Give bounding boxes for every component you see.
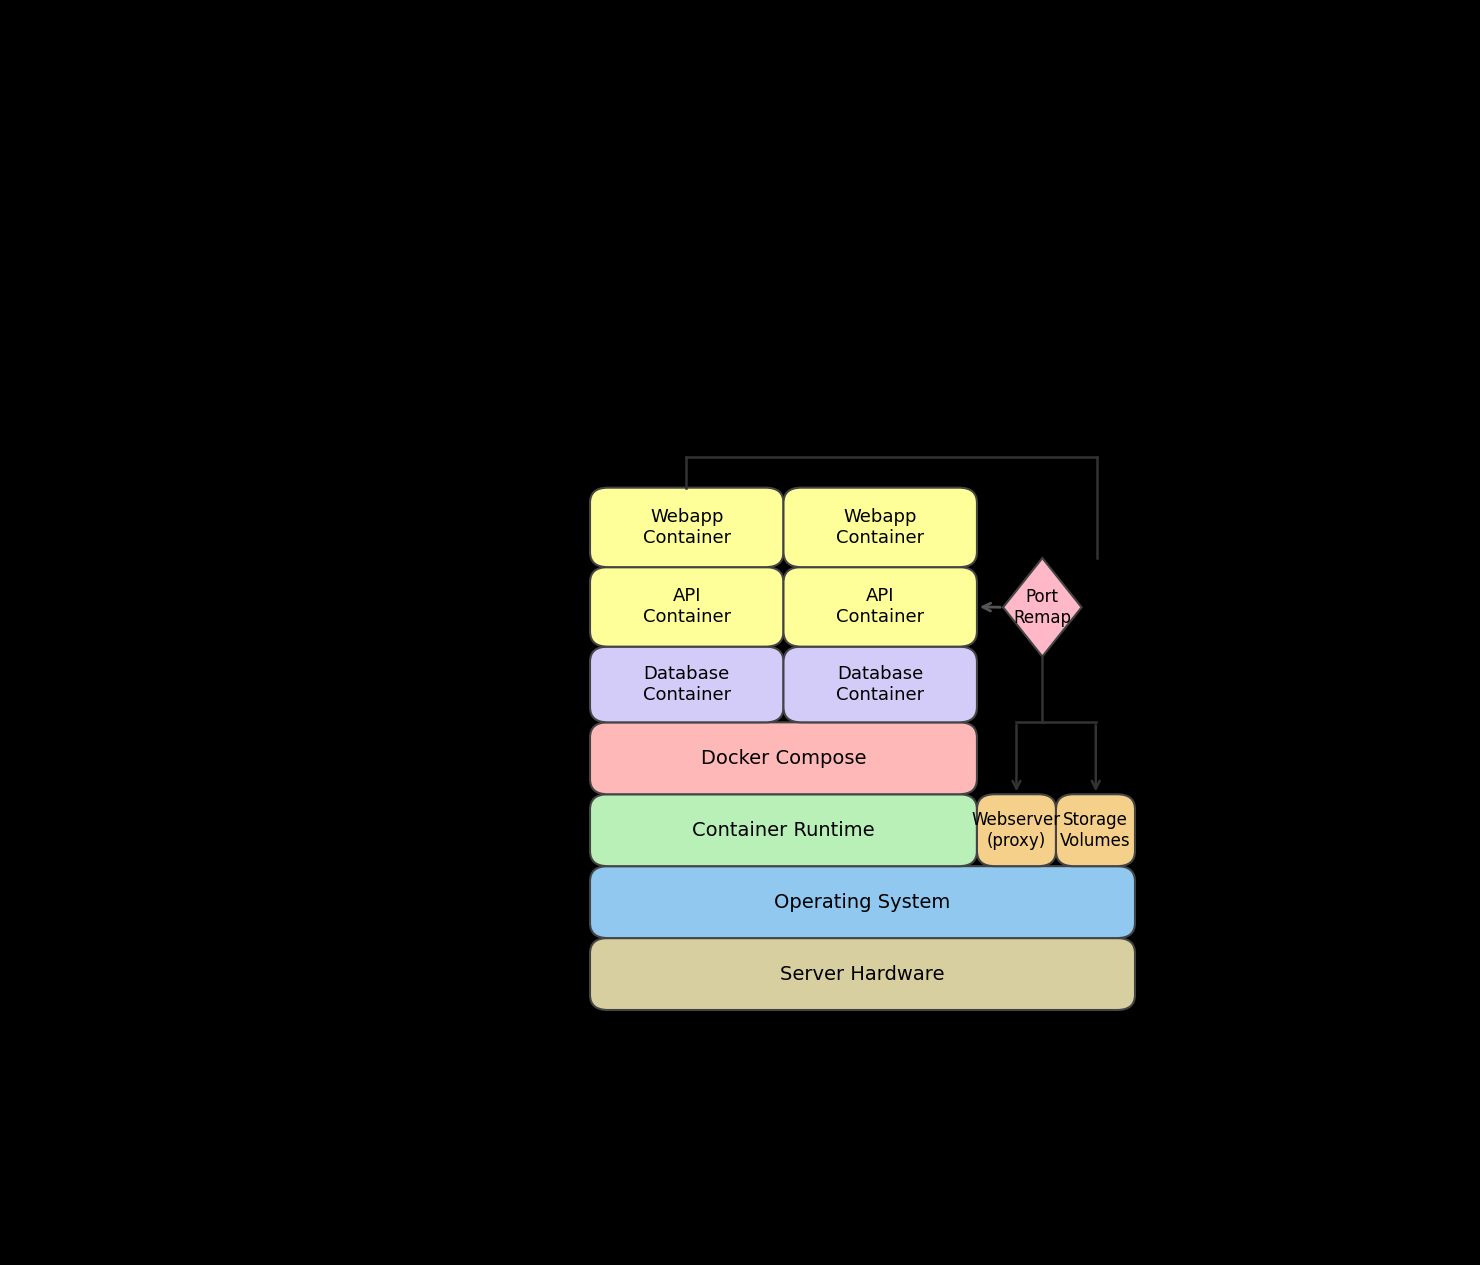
Text: Docker Compose: Docker Compose bbox=[700, 749, 866, 768]
Text: Server Hardware: Server Hardware bbox=[780, 964, 944, 984]
Text: Container Runtime: Container Runtime bbox=[693, 821, 875, 840]
Text: Database
Container: Database Container bbox=[836, 665, 925, 703]
Text: Storage
Volumes: Storage Volumes bbox=[1060, 811, 1131, 850]
FancyBboxPatch shape bbox=[591, 794, 977, 867]
Text: Webapp
Container: Webapp Container bbox=[836, 509, 925, 546]
Text: API
Container: API Container bbox=[836, 587, 925, 626]
Text: Webserver
(proxy): Webserver (proxy) bbox=[972, 811, 1061, 850]
FancyBboxPatch shape bbox=[783, 646, 977, 722]
FancyBboxPatch shape bbox=[977, 794, 1055, 867]
FancyBboxPatch shape bbox=[1055, 794, 1135, 867]
Text: Database
Container: Database Container bbox=[642, 665, 731, 703]
Text: Webapp
Container: Webapp Container bbox=[642, 509, 731, 546]
FancyBboxPatch shape bbox=[591, 646, 783, 722]
FancyBboxPatch shape bbox=[591, 488, 783, 567]
FancyBboxPatch shape bbox=[783, 488, 977, 567]
Text: Port
Remap: Port Remap bbox=[1014, 588, 1072, 626]
FancyBboxPatch shape bbox=[591, 722, 977, 794]
Polygon shape bbox=[1003, 558, 1082, 657]
FancyBboxPatch shape bbox=[783, 567, 977, 646]
Text: API
Container: API Container bbox=[642, 587, 731, 626]
FancyBboxPatch shape bbox=[591, 867, 1135, 939]
FancyBboxPatch shape bbox=[591, 939, 1135, 1009]
Text: Operating System: Operating System bbox=[774, 893, 950, 912]
FancyBboxPatch shape bbox=[591, 567, 783, 646]
